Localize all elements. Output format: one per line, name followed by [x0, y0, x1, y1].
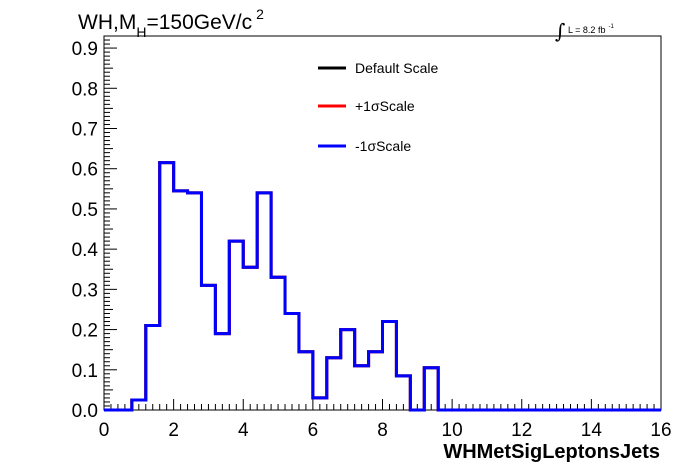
title-rest: =150GeV/c	[146, 11, 252, 34]
series-layer	[104, 161, 661, 412]
legend-label: Default Scale	[355, 60, 438, 76]
y-tick-label: 0.3	[72, 280, 98, 301]
legend-label: +1σScale	[355, 98, 415, 114]
title-main: WH,M	[78, 11, 136, 34]
legend: Default Scale +1σScale -1σScale	[318, 60, 438, 154]
luminosity-text: L = 8.2 fb	[568, 25, 605, 35]
y-tick-label: 0.1	[72, 361, 98, 382]
x-tick-label: 6	[308, 420, 319, 441]
chart-title: WH,MH=150GeV/c 2	[78, 6, 264, 40]
title-subscript: H	[136, 24, 146, 40]
x-tick-label: 14	[581, 420, 603, 441]
y-tick-label: 0.5	[72, 200, 98, 221]
luminosity-label: L = 8.2 fb -1	[568, 24, 614, 35]
x-tick-label: 0	[99, 420, 110, 441]
luminosity-superscript: -1	[608, 24, 614, 30]
luminosity-integral: ∫	[555, 19, 565, 43]
x-tick-label: 4	[238, 420, 249, 441]
y-tick-label: 0.7	[72, 119, 98, 140]
x-tick-label: 8	[377, 420, 388, 441]
y-tick-label: 0.9	[72, 39, 98, 60]
y-tick-label: 0.8	[72, 79, 98, 100]
x-tick-label: 16	[650, 420, 671, 441]
y-tick-label: 0.4	[72, 240, 99, 261]
y-tick-label: 0.2	[72, 321, 98, 342]
x-tick-label: 2	[168, 420, 179, 441]
y-tick-label: 0.6	[72, 160, 98, 181]
x-axis-label: WHMetSigLeptonsJets	[443, 441, 660, 463]
y-axis: 0.0 0.1 0.2 0.3 0.4 0.5 0.6 0.7 0.8 0.9	[72, 35, 117, 422]
legend-label: -1σScale	[355, 138, 411, 154]
title-superscript: 2	[256, 6, 264, 22]
x-tick-label: 10	[442, 420, 463, 441]
y-tick-label: 0.0	[72, 401, 98, 422]
x-tick-label: 12	[511, 420, 532, 441]
series-line-3	[104, 161, 661, 412]
